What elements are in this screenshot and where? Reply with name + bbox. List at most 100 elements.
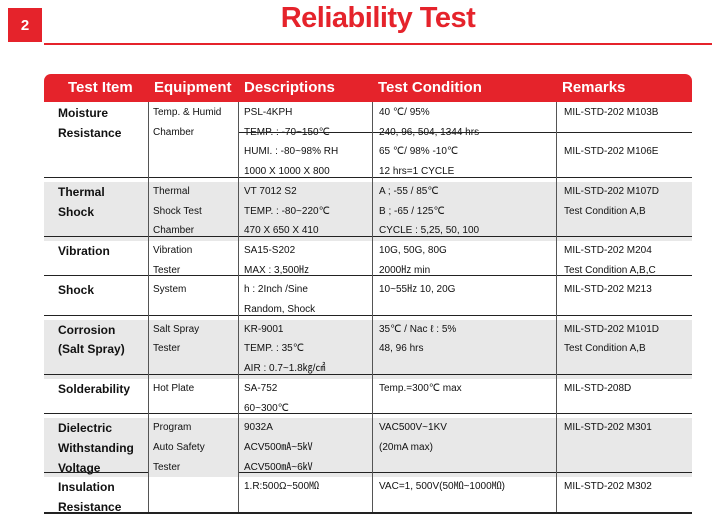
test-item: Insulation xyxy=(58,480,115,495)
test-condition: 40 ℃/ 95% xyxy=(379,107,430,118)
equipment: Hot Plate xyxy=(153,382,195,394)
remark: MIL-STD-202 M101D xyxy=(564,323,660,335)
test-item: Dielectric xyxy=(58,421,113,436)
description: 1000 X 1000 X 800 xyxy=(244,166,330,178)
test-condition: 12 hrs=1 CYCLE xyxy=(379,166,455,178)
description: 9032A xyxy=(244,422,273,434)
header-cell: Test Item xyxy=(68,79,133,96)
description: AIR : 0.7~1.8㎏/㎠ xyxy=(244,363,326,375)
test-condition: VAC500V~1KV xyxy=(379,422,447,434)
equipment: Tester xyxy=(153,264,181,276)
description: ACV500㎃~6㎸ xyxy=(244,461,313,473)
equipment: Auto Safety xyxy=(153,441,205,453)
description: h : 2Inch /Sine xyxy=(244,284,308,296)
description: 60~300℃ xyxy=(244,402,289,414)
column-separator xyxy=(238,102,239,512)
remark: Test Condition A,B xyxy=(564,343,646,355)
description: KR-9001 xyxy=(244,323,284,335)
test-condition: A ; -55 / 85℃ xyxy=(379,185,439,197)
remark: MIL-STD-202 M213 xyxy=(564,284,652,296)
test-condition: 35℃ / Nac ℓ : 5% xyxy=(379,323,457,335)
equipment: System xyxy=(153,284,187,296)
test-item: Withstanding xyxy=(58,440,134,455)
row-separator xyxy=(44,472,148,474)
row-separator xyxy=(44,511,692,514)
test-condition: 10~55㎐ 10, 20G xyxy=(379,284,456,296)
test-condition: Temp.=300℃ max xyxy=(379,382,462,394)
description: SA-752 xyxy=(244,382,278,394)
header-cell: Test Condition xyxy=(378,79,482,96)
row-separator xyxy=(44,413,692,415)
description: VT 7012 S2 xyxy=(244,185,297,197)
equipment: Chamber xyxy=(153,225,195,237)
header-cell: Remarks xyxy=(562,79,626,96)
test-condition: CYCLE : 5,25, 50, 100 xyxy=(379,225,480,237)
description: TEMP. : -80~220℃ xyxy=(244,205,330,217)
test-condition: 10G, 50G, 80G xyxy=(379,244,447,256)
description: ACV500㎃~5㎸ xyxy=(244,441,313,453)
row-separator xyxy=(44,314,692,316)
row-separator xyxy=(44,275,692,277)
row-separator xyxy=(44,373,692,375)
description: HUMI. : -80~98% RH xyxy=(244,146,339,158)
test-condition: VAC=1, 500V(50㏁~1000㏁) xyxy=(379,481,506,493)
test-condition: (20mA max) xyxy=(379,441,433,453)
equipment: Chamber xyxy=(153,126,195,138)
test-item: Moisture xyxy=(58,106,109,120)
page-title: Reliability Test xyxy=(280,2,476,34)
test-item: Shock xyxy=(58,204,95,219)
title-rule xyxy=(44,43,712,45)
equipment: Thermal xyxy=(153,185,190,197)
column-separator xyxy=(372,102,373,512)
section-badge: 2 xyxy=(8,8,42,42)
test-item: Resistance xyxy=(58,500,122,514)
remark: Test Condition A,B,C xyxy=(564,264,656,276)
test-item: Thermal xyxy=(58,184,105,199)
remark: MIL-STD-202 M106E xyxy=(564,146,659,158)
table-header xyxy=(44,74,692,102)
column-separator xyxy=(556,102,557,512)
test-item: (Salt Spray) xyxy=(58,342,125,357)
test-item: Solderability xyxy=(58,381,131,396)
column-separator xyxy=(148,102,149,512)
description: TEMP. : 35℃ xyxy=(244,343,304,355)
equipment: Program xyxy=(153,422,192,434)
remark: MIL-STD-202 M302 xyxy=(564,481,652,493)
description: MAX : 3,500㎐ xyxy=(244,264,310,276)
row-separator xyxy=(44,176,692,178)
equipment: Shock Test xyxy=(153,205,202,217)
row-separator xyxy=(44,235,692,237)
equipment: Vibration xyxy=(153,244,193,256)
remark: MIL-STD-208D xyxy=(564,382,632,394)
test-item: Voltage xyxy=(58,460,101,475)
equipment: Tester xyxy=(153,461,181,473)
test-condition: 2000㎐ min xyxy=(379,264,431,276)
equipment: Tester xyxy=(153,343,181,355)
description: PSL-4KPH xyxy=(244,107,293,118)
test-condition: B ; -65 / 125℃ xyxy=(379,205,445,217)
equipment: Salt Spray xyxy=(153,323,200,335)
description: SA15-S202 xyxy=(244,244,296,256)
block-separator xyxy=(238,132,692,134)
description: 470 X 650 X 410 xyxy=(244,225,319,237)
remark: MIL-STD-202 M204 xyxy=(564,244,652,256)
row-separator xyxy=(238,472,692,474)
test-item: Shock xyxy=(58,283,95,298)
remark: MIL-STD-202 M103B xyxy=(564,107,659,118)
remark: MIL-STD-202 M107D xyxy=(564,185,660,197)
test-condition: 65 ℃/ 98% -10℃ xyxy=(379,146,459,158)
header-cell: Descriptions xyxy=(244,79,335,96)
remark: MIL-STD-202 M301 xyxy=(564,422,652,434)
description: 1.R:500Ω~500㏁ xyxy=(244,481,320,493)
row-band xyxy=(44,319,692,379)
test-item: Vibration xyxy=(58,243,110,258)
row-band xyxy=(44,181,692,241)
test-item: Corrosion xyxy=(58,322,116,337)
remark: Test Condition A,B xyxy=(564,205,646,217)
equipment: Temp. & Humid xyxy=(153,107,222,118)
description: Random, Shock xyxy=(244,304,316,315)
header-cell: Equipment xyxy=(154,79,232,96)
row-band xyxy=(44,418,692,478)
test-item: Resistance xyxy=(58,125,122,140)
